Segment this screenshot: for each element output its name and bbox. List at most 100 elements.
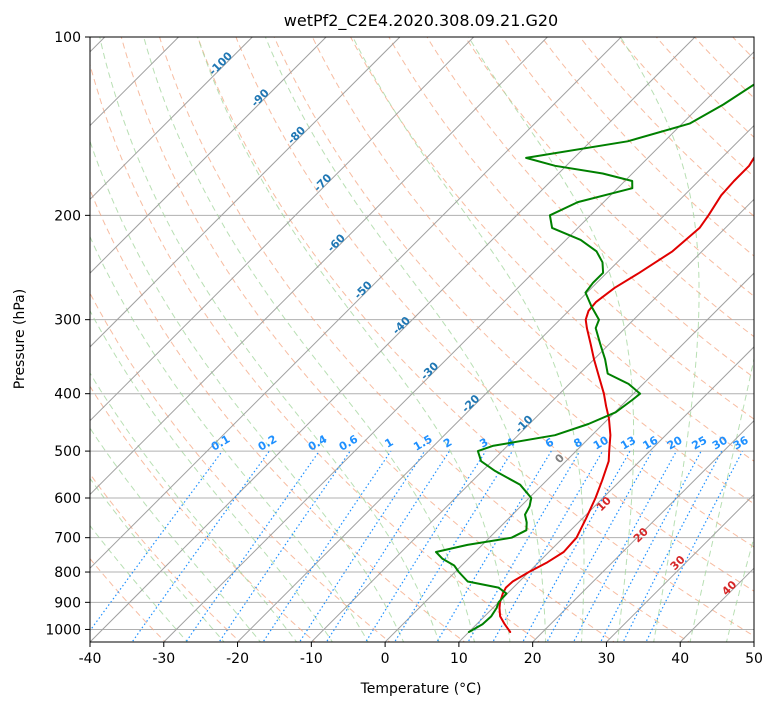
mixing-ratio-label: 8 bbox=[572, 436, 585, 451]
mixing-ratio-line bbox=[622, 450, 723, 642]
isotherm-label: -50 bbox=[352, 278, 375, 301]
dry-adiabat bbox=[388, 37, 754, 420]
dry-adiabat bbox=[502, 37, 754, 297]
mixing-ratio-line bbox=[185, 450, 320, 642]
mixing-ratio-label: 1.5 bbox=[411, 433, 434, 454]
dry-adiabat bbox=[197, 37, 754, 637]
moist-adiabat bbox=[264, 37, 547, 642]
y-tick-label: 700 bbox=[54, 531, 81, 547]
temperature-profile-line bbox=[498, 155, 754, 633]
x-tick-label: 50 bbox=[745, 651, 763, 667]
mixing-ratio-line bbox=[364, 450, 487, 642]
mixing-ratio-label: 0.4 bbox=[306, 432, 330, 453]
moist-adiabat bbox=[90, 235, 369, 642]
dry-adiabat bbox=[159, 37, 690, 642]
isotherm bbox=[163, 51, 754, 642]
dry-adiabat-label: 40 bbox=[719, 578, 739, 598]
dry-adiabat bbox=[426, 37, 754, 379]
y-tick-label: 900 bbox=[54, 595, 81, 611]
y-tick-label: 1000 bbox=[45, 622, 81, 638]
x-tick-label: 10 bbox=[450, 651, 468, 667]
moist-adiabat bbox=[689, 356, 754, 642]
y-tick-label: 400 bbox=[54, 387, 81, 403]
x-tick-label: 30 bbox=[598, 651, 616, 667]
dry-adiabat bbox=[464, 37, 754, 338]
y-tick-label: 300 bbox=[54, 313, 81, 329]
moist-adiabat bbox=[90, 372, 298, 642]
isotherm bbox=[90, 37, 475, 422]
moist-adiabat bbox=[620, 37, 700, 642]
mixing-ratio-line bbox=[572, 450, 677, 642]
y-tick-label: 200 bbox=[54, 208, 81, 224]
moist-adiabat bbox=[143, 37, 476, 642]
isotherm-label: -10 bbox=[512, 412, 535, 435]
x-tick-label: -30 bbox=[152, 651, 175, 667]
isotherm bbox=[458, 346, 754, 642]
mixing-ratio-line bbox=[298, 450, 426, 642]
dry-adiabat bbox=[90, 292, 391, 642]
mixing-ratio-line bbox=[645, 450, 744, 642]
mixing-ratio-line bbox=[467, 450, 581, 642]
moist-adiabat bbox=[90, 427, 262, 642]
mixing-ratio-label: 36 bbox=[731, 433, 751, 452]
dewpoint-profile-line bbox=[435, 83, 754, 633]
isotherm-label: -40 bbox=[390, 314, 413, 337]
mixing-ratio-label: 30 bbox=[710, 433, 730, 452]
moist-adiabat bbox=[468, 37, 635, 642]
profile-series bbox=[435, 83, 754, 633]
isotherm-label: -20 bbox=[459, 392, 482, 415]
isotherm bbox=[90, 37, 548, 496]
mixing-ratio-line bbox=[599, 450, 702, 642]
isotherm bbox=[310, 198, 754, 642]
isotherm bbox=[753, 641, 754, 642]
dry-adiabat bbox=[541, 37, 754, 257]
mixing-ratio-line bbox=[262, 450, 392, 642]
dry-adiabat bbox=[273, 37, 754, 548]
isotherm-label: -90 bbox=[248, 86, 271, 109]
x-tick-label: 20 bbox=[524, 651, 542, 667]
y-axis-label: Pressure (hPa) bbox=[12, 289, 28, 389]
mixing-ratio-label: 13 bbox=[618, 434, 638, 453]
isotherm bbox=[606, 493, 754, 642]
moist-adiabat bbox=[725, 535, 754, 642]
dry-adiabat bbox=[235, 37, 754, 592]
isotherm-label: -70 bbox=[311, 171, 334, 194]
isotherm-label: -30 bbox=[418, 359, 441, 382]
mixing-ratio-label: 16 bbox=[641, 433, 661, 452]
mixing-ratio-line bbox=[131, 450, 270, 642]
dry-adiabat bbox=[90, 62, 541, 642]
mixing-ratio-label: 25 bbox=[690, 434, 710, 453]
dry-adiabat bbox=[311, 37, 754, 505]
dry-adiabat bbox=[617, 37, 754, 178]
x-axis-label: Temperature (°C) bbox=[360, 681, 482, 697]
line-labels: 0.1 0.2 0.4 0.6 1 1.5 2 3 4 6 8 10 13 16 20 25 30 36-100-… bbox=[206, 49, 751, 598]
isotherm bbox=[532, 419, 754, 642]
mixing-ratio-label: 20 bbox=[665, 433, 685, 452]
moist-adiabat bbox=[197, 37, 511, 642]
mixing-ratio-label: 2 bbox=[441, 436, 454, 451]
dry-adiabat-label: 0 bbox=[552, 451, 567, 466]
isotherm bbox=[90, 37, 401, 348]
isotherm-label: -60 bbox=[325, 231, 348, 254]
y-tick-label: 100 bbox=[54, 30, 81, 46]
axes: -40 -30 -20 -10 0 10 20 30 40 5010020030040050060… bbox=[45, 30, 763, 667]
dry-adiabat bbox=[90, 473, 241, 642]
dry-adiabat-label: 20 bbox=[631, 525, 651, 545]
dry-adiabat bbox=[579, 37, 754, 217]
x-tick-label: -10 bbox=[300, 651, 323, 667]
mixing-ratio-label: 10 bbox=[591, 433, 611, 452]
isotherm-label: -100 bbox=[206, 49, 235, 78]
mixing-ratio-line bbox=[90, 450, 223, 632]
plot-frame bbox=[89, 36, 755, 643]
y-tick-label: 600 bbox=[54, 491, 81, 507]
isotherm bbox=[90, 37, 696, 642]
moist-adiabat bbox=[90, 139, 405, 642]
dry-adiabat bbox=[655, 37, 754, 138]
mixing-ratio-label: 0.2 bbox=[256, 433, 279, 454]
isotherm bbox=[90, 37, 253, 201]
moist-adiabat bbox=[90, 477, 225, 642]
y-tick-label: 500 bbox=[54, 444, 81, 460]
moist-adiabat bbox=[352, 37, 585, 642]
mixing-ratio-label: 0.6 bbox=[337, 432, 361, 453]
